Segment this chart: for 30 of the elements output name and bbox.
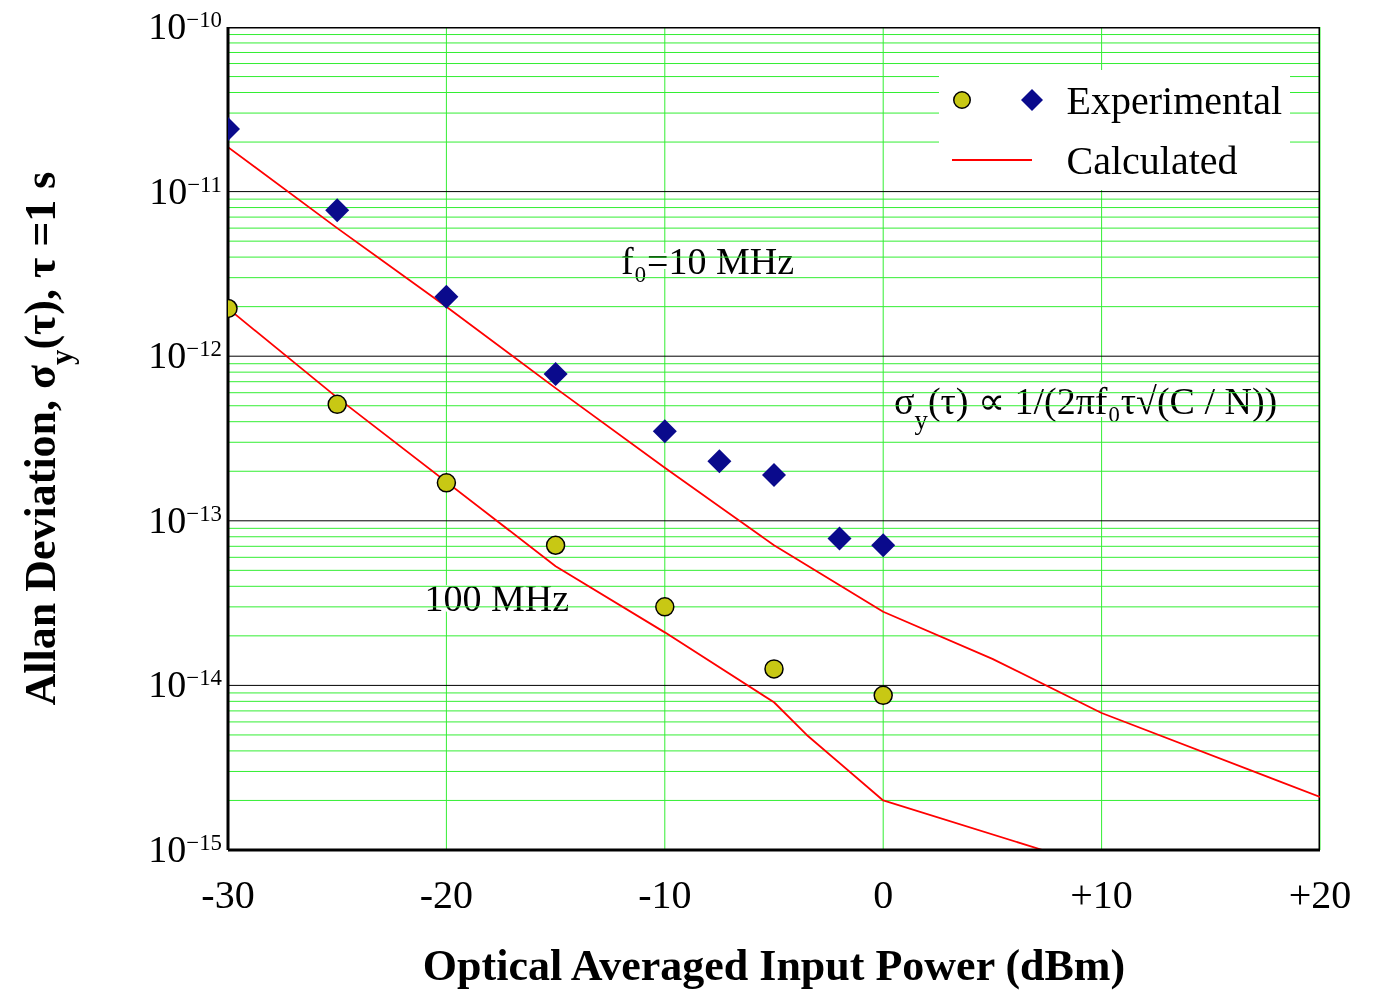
point — [655, 597, 675, 617]
point — [434, 284, 459, 309]
y-tick-label: 10$^{−12}$ — [148, 334, 222, 377]
line-series — [228, 146, 1320, 798]
point — [543, 361, 568, 386]
point — [436, 473, 457, 493]
point — [707, 449, 732, 474]
point — [327, 394, 347, 415]
x-tick-label: -20 — [419, 872, 474, 917]
x-tick-label: -30 — [201, 872, 255, 917]
y-tick-label: 10$^{−15}$ — [148, 828, 222, 870]
y-tick-label: 10$^{−10}$ — [148, 5, 222, 47]
y-tick-label: 10$^{−13}$ — [148, 498, 222, 541]
point — [873, 685, 893, 706]
point — [871, 533, 896, 558]
x-tick-label: +20 — [1288, 872, 1352, 917]
x-tick-label: +10 — [1070, 872, 1133, 917]
legend-label: Calculated — [1066, 136, 1238, 184]
x-tick-label: -10 — [638, 872, 692, 917]
point — [325, 198, 350, 223]
y-tick-label: 10$^{−14}$ — [148, 663, 223, 706]
point — [545, 535, 566, 556]
point — [762, 462, 786, 487]
y-tick-label: 10$^{−11}$ — [149, 169, 222, 212]
x-tick-label: 0 — [873, 872, 894, 917]
legend-label: Experimental — [1066, 76, 1282, 124]
point — [652, 419, 677, 444]
point — [764, 659, 784, 679]
x-axis-title: Optical Averaged Input Power (dBm) — [422, 941, 1126, 990]
point — [827, 526, 852, 551]
